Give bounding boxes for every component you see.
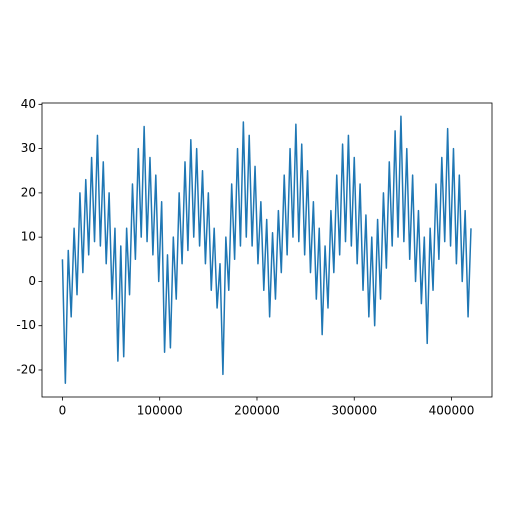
x-tick-label: 100000 bbox=[137, 404, 183, 418]
y-tick-label: -10 bbox=[16, 318, 36, 332]
x-tick-label: 200000 bbox=[234, 404, 280, 418]
y-tick-label: -20 bbox=[16, 362, 36, 376]
data-line bbox=[61, 115, 472, 385]
plot-frame bbox=[41, 102, 493, 398]
x-tick-label: 300000 bbox=[331, 404, 377, 418]
y-tick-label: 0 bbox=[28, 274, 36, 288]
y-tick-label: 30 bbox=[21, 141, 36, 155]
y-tick-label: 10 bbox=[21, 230, 36, 244]
y-tick-label: 40 bbox=[21, 97, 36, 111]
y-tick-label: 20 bbox=[21, 185, 36, 199]
x-tick-label: 400000 bbox=[429, 404, 475, 418]
x-tick-label: 0 bbox=[59, 404, 67, 418]
